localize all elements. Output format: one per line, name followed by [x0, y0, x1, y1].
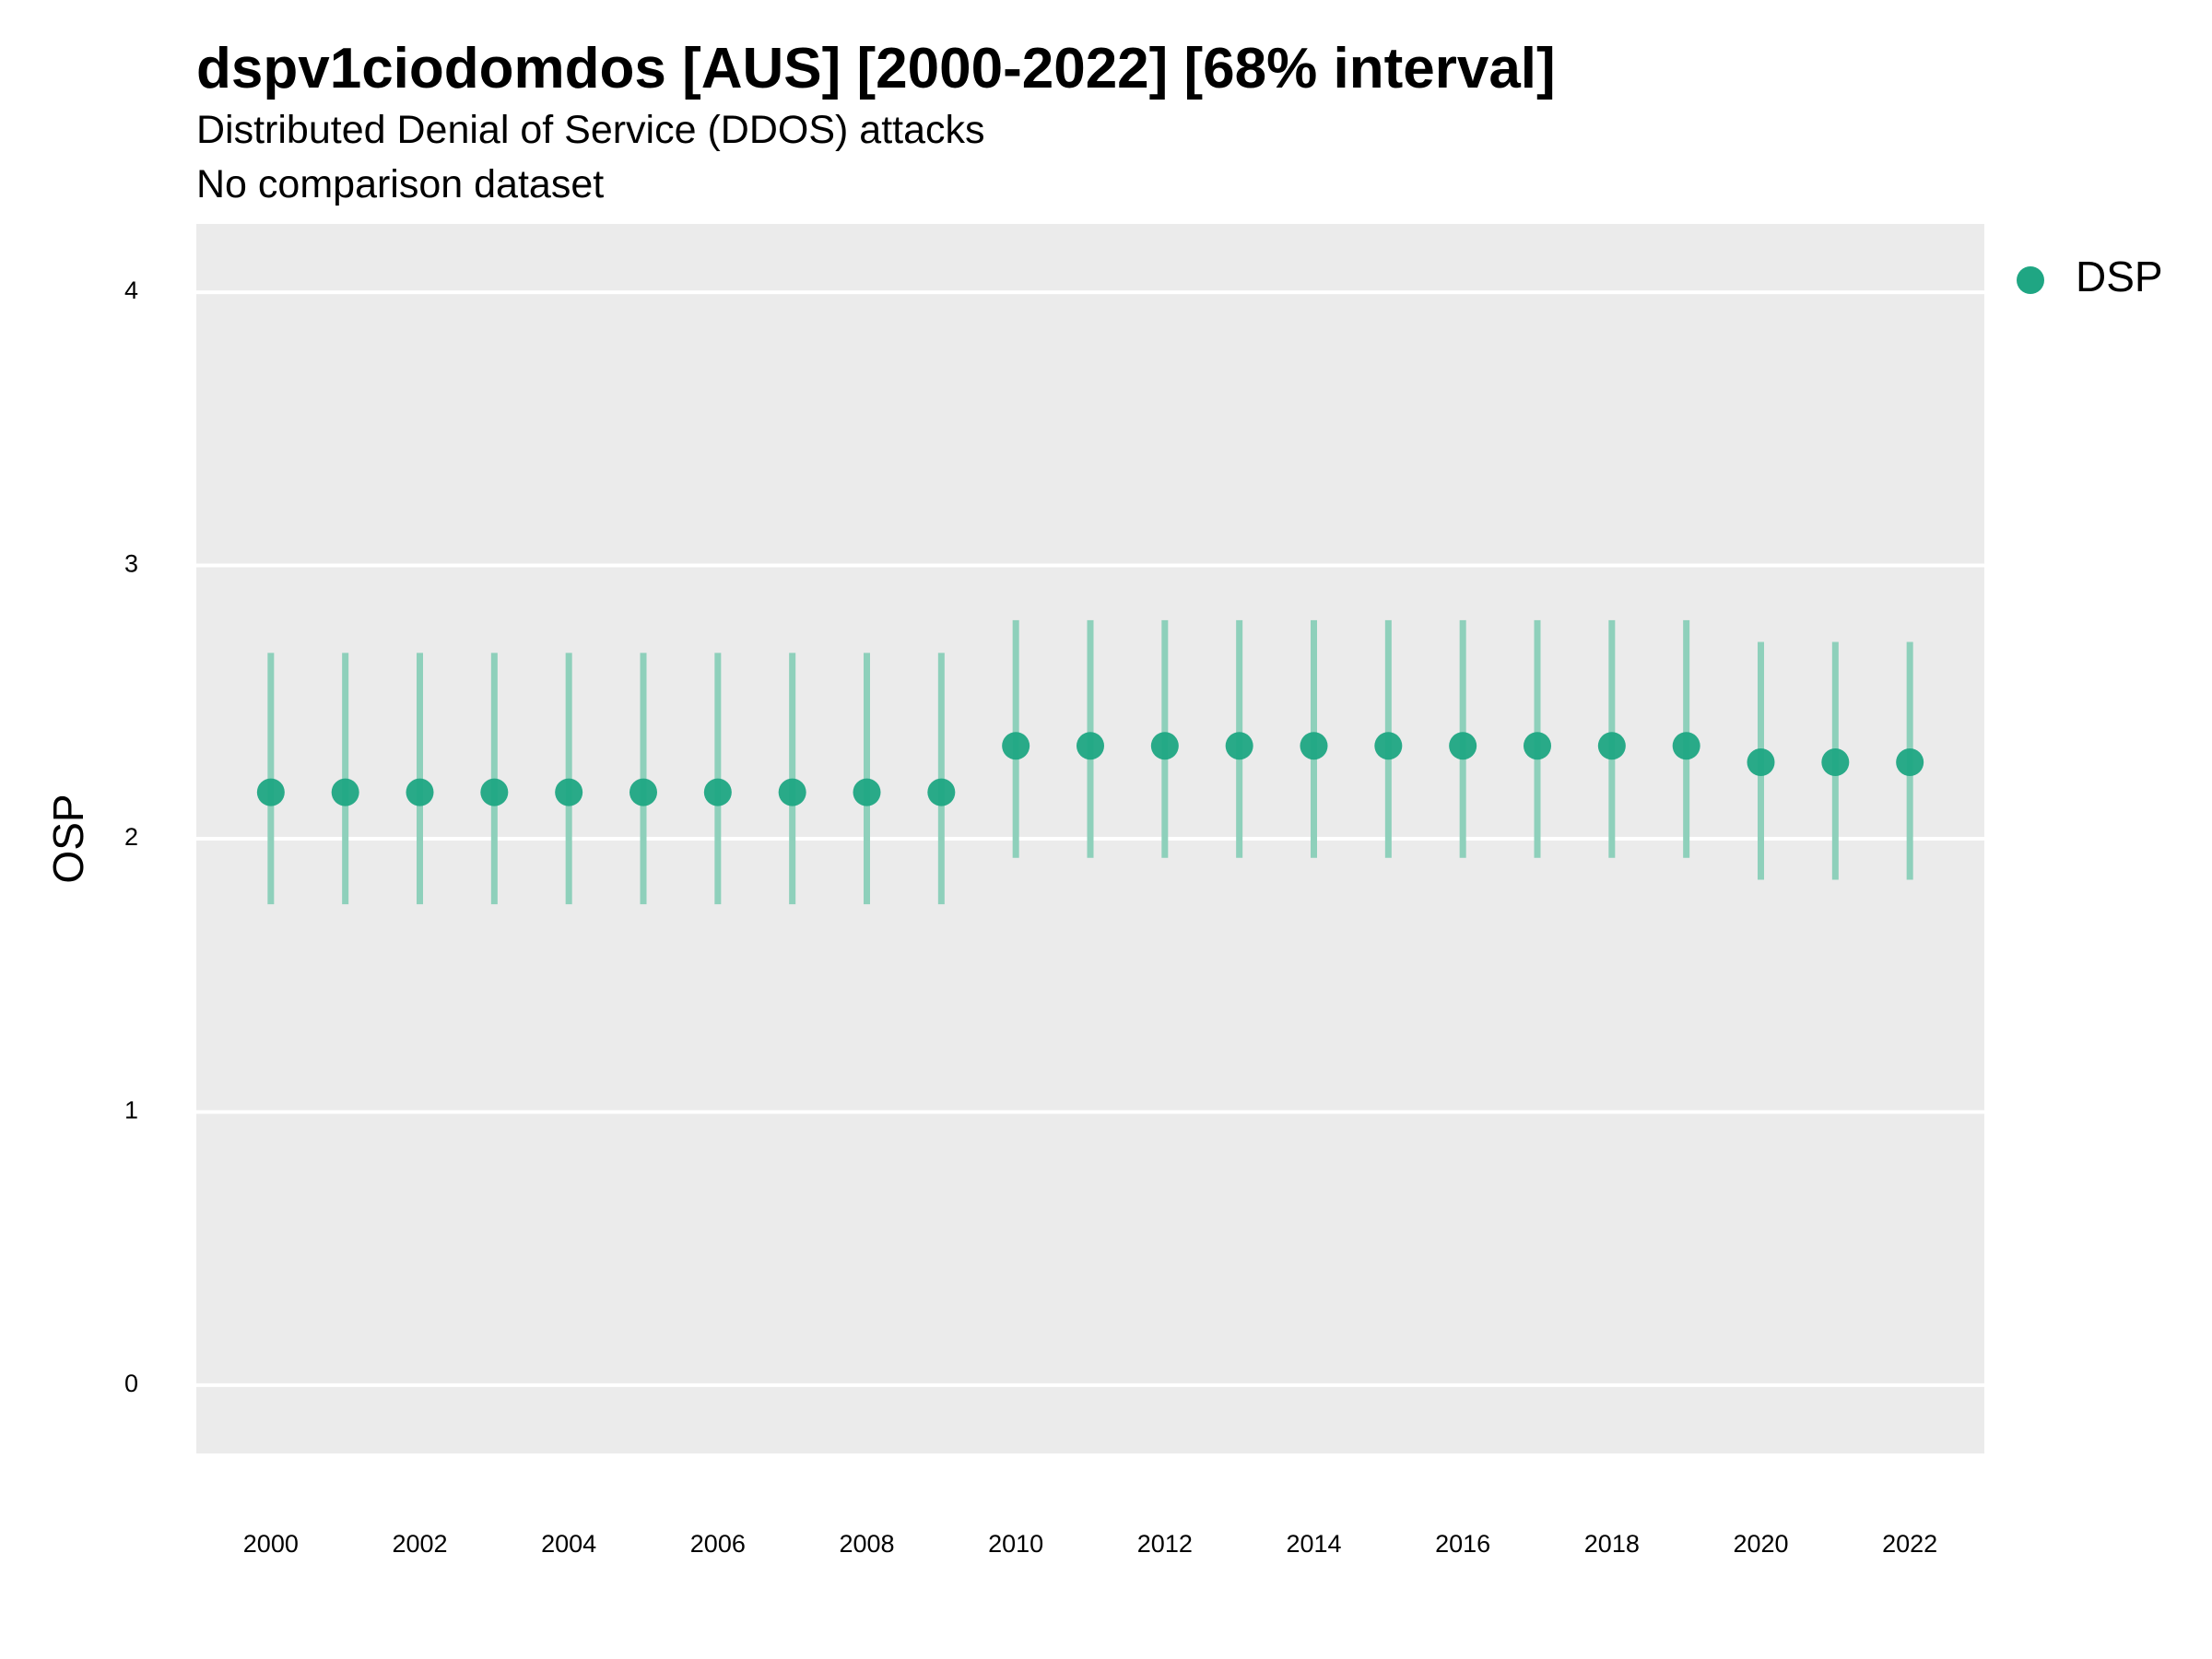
y-axis-title: OSP [44, 794, 92, 883]
legend-label-dsp: DSP [2076, 253, 2163, 300]
y-axis-ticks: 0 1 2 3 4 [124, 276, 138, 1397]
data-point-2021 [1821, 747, 1850, 776]
x-tick-label: 2014 [1286, 1530, 1341, 1558]
y-tick-label: 0 [124, 1370, 138, 1397]
data-point-2006 [703, 778, 732, 806]
x-tick-label: 2004 [541, 1530, 596, 1558]
y-tick-label: 2 [124, 823, 138, 851]
data-point-2015 [1374, 732, 1403, 760]
data-point-2020 [1747, 747, 1775, 776]
data-point-2009 [927, 778, 956, 806]
data-point-2007 [778, 778, 806, 806]
legend-marker-dsp [2017, 266, 2044, 294]
x-tick-label: 2008 [839, 1530, 894, 1558]
data-point-2013 [1225, 732, 1253, 760]
y-tick-label: 3 [124, 550, 138, 578]
chart-caption: No comparison dataset [196, 162, 604, 206]
x-tick-label: 2010 [988, 1530, 1043, 1558]
x-tick-label: 2022 [1882, 1530, 1937, 1558]
chart-title: dspv1ciodomdos [AUS] [2000-2022] [68% in… [196, 37, 1556, 100]
data-point-2005 [629, 778, 657, 806]
legend: DSP [2017, 253, 2163, 300]
data-point-2017 [1524, 732, 1551, 760]
data-point-2003 [480, 778, 509, 806]
x-tick-label: 2000 [243, 1530, 299, 1558]
points [256, 732, 1924, 806]
data-point-2019 [1672, 732, 1700, 760]
data-point-2018 [1597, 732, 1626, 760]
data-point-2008 [853, 778, 881, 806]
chart-subtitle: Distributed Denial of Service (DDOS) att… [196, 108, 985, 152]
data-point-2002 [406, 778, 434, 806]
y-tick-label: 4 [124, 276, 138, 304]
x-tick-label: 2002 [392, 1530, 447, 1558]
data-point-2012 [1150, 732, 1179, 760]
data-point-2000 [256, 778, 285, 806]
data-point-2010 [1002, 732, 1030, 760]
data-point-2016 [1449, 732, 1477, 760]
x-tick-label: 2018 [1584, 1530, 1640, 1558]
data-point-2001 [331, 778, 359, 806]
data-point-2011 [1077, 732, 1104, 760]
x-tick-label: 2016 [1435, 1530, 1490, 1558]
data-point-2004 [555, 778, 583, 806]
data-point-2014 [1300, 732, 1328, 760]
data-point-2022 [1896, 747, 1924, 776]
y-tick-label: 1 [124, 1097, 138, 1124]
x-axis-ticks: 2000 2002 2004 2006 2008 2010 2012 2014 2016 2018… [243, 1530, 1937, 1558]
x-tick-label: 2006 [690, 1530, 746, 1558]
x-tick-label: 2020 [1733, 1530, 1788, 1558]
x-tick-label: 2012 [1137, 1530, 1193, 1558]
